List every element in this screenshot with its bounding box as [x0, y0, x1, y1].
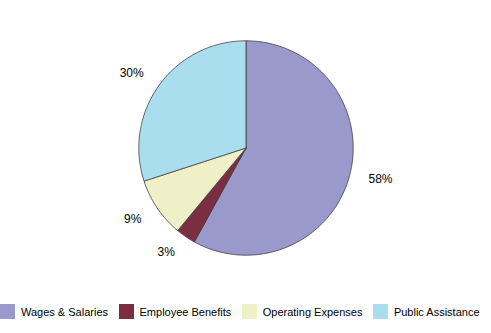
html-text:Operating Expenses: Operating Expenses [262, 305, 363, 318]
svg-text:9%: 9% [124, 212, 142, 226]
svg-text:58%: 58% [369, 172, 393, 186]
html-text:Wages & Salaries: Wages & Salaries [21, 305, 108, 318]
html-text:Employee Benefits: Employee Benefits [139, 305, 232, 318]
svg-text:30%: 30% [120, 66, 144, 80]
svg-text:3%: 3% [158, 245, 176, 259]
html-text:Public Assistance: Public Assistance [393, 305, 480, 318]
